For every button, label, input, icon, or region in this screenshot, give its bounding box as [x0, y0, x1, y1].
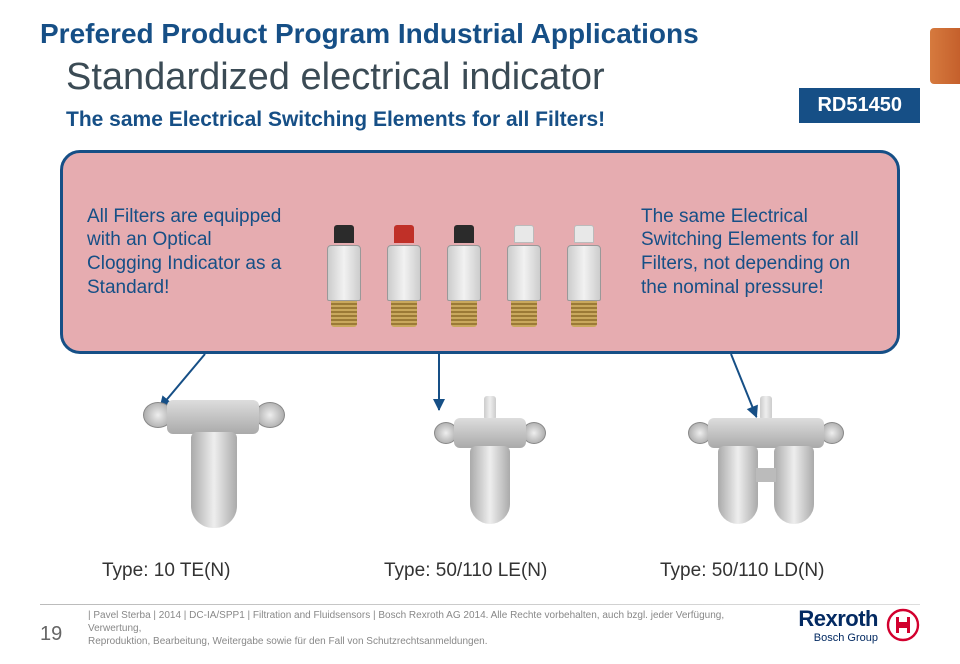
- bosch-logo: Rexroth Bosch Group: [798, 606, 920, 644]
- sensor-5: [557, 225, 611, 327]
- main-title: Standardized electrical indicator: [66, 56, 605, 99]
- filter-1: [84, 396, 344, 546]
- sensors-row: [299, 177, 629, 327]
- info-right-text: The same Electrical Switching Elements f…: [641, 205, 873, 300]
- logo-brand-name: Rexroth: [798, 606, 878, 632]
- footer-text: | Pavel Sterba | 2014 | DC-IA/SPP1 | Fil…: [88, 609, 728, 648]
- accent-tab: [930, 28, 960, 84]
- sensor-2: [377, 225, 431, 327]
- type-label-1: Type: 10 TE(N): [102, 560, 230, 582]
- footer-divider: [40, 604, 920, 605]
- page-number: 19: [40, 623, 62, 646]
- filters-row: [0, 396, 960, 560]
- filter-2: [360, 396, 620, 546]
- logo-group-name: Bosch Group: [798, 632, 878, 644]
- type-label-2: Type: 50/110 LE(N): [384, 560, 547, 582]
- sensor-3: [437, 225, 491, 327]
- sensor-1: [317, 225, 371, 327]
- subtitle: The same Electrical Switching Elements f…: [66, 108, 605, 132]
- filter-3: [636, 396, 896, 546]
- rd-badge: RD51450: [799, 88, 920, 123]
- info-left-text: All Filters are equipped with an Optical…: [87, 205, 287, 300]
- footer-line1: | Pavel Sterba | 2014 | DC-IA/SPP1 | Fil…: [88, 610, 724, 634]
- type-label-3: Type: 50/110 LD(N): [660, 560, 824, 582]
- program-title: Prefered Product Program Industrial Appl…: [40, 18, 699, 50]
- bosch-icon: [886, 608, 920, 642]
- info-box: All Filters are equipped with an Optical…: [60, 150, 900, 354]
- sensor-4: [497, 225, 551, 327]
- footer-line2: Reproduktion, Bearbeitung, Weitergabe so…: [88, 636, 488, 647]
